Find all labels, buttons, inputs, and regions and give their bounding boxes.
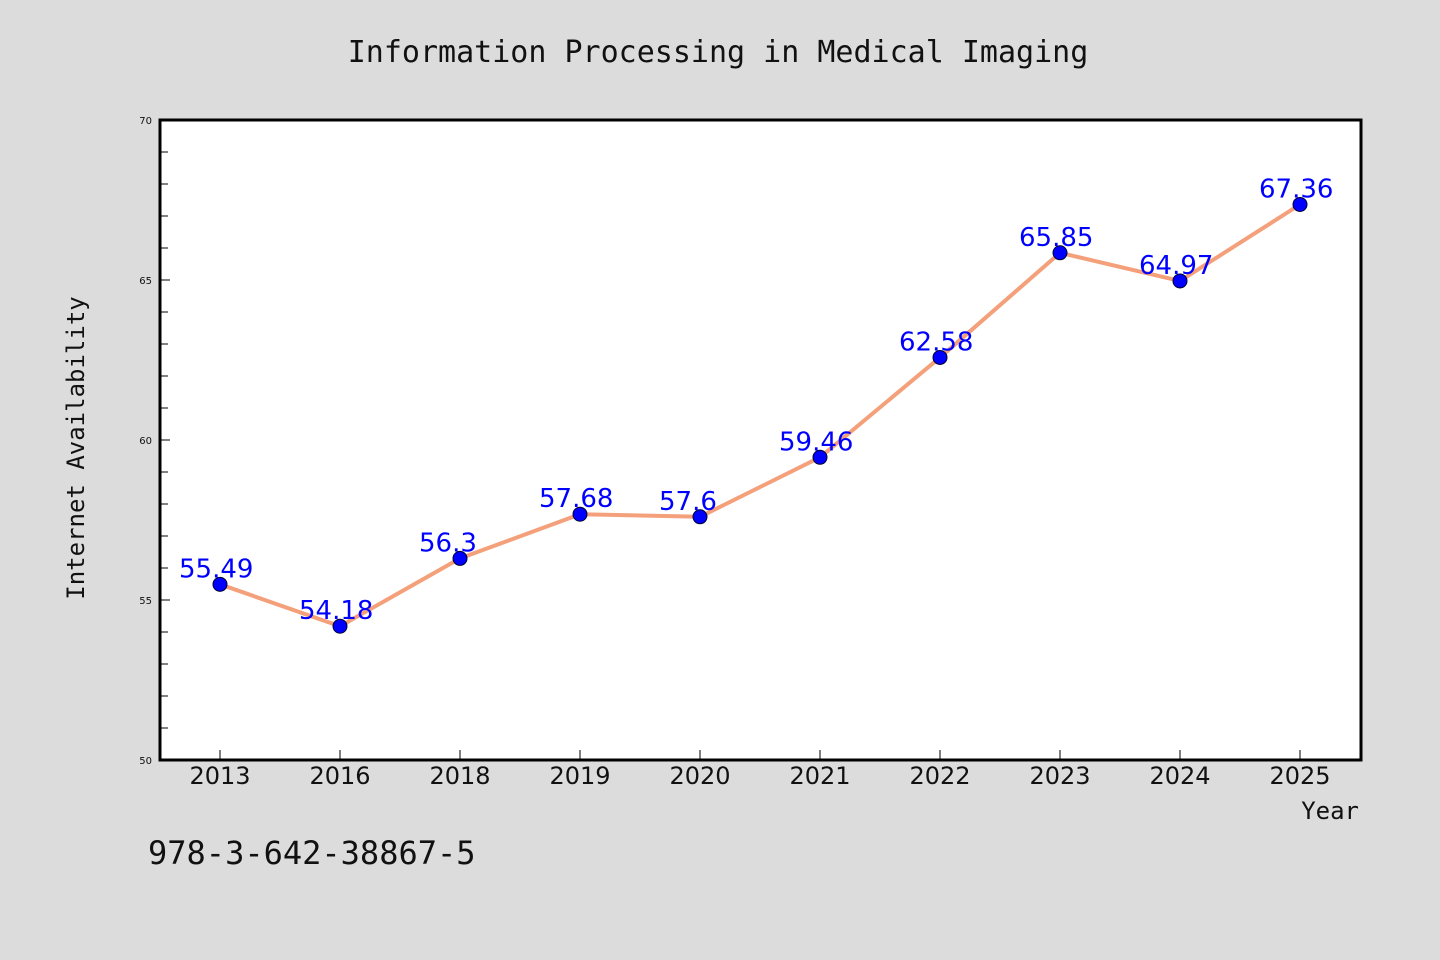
x-tick-label: 2025 [1269, 762, 1330, 790]
data-point [332, 618, 348, 634]
data-point [212, 576, 228, 592]
data-point [812, 449, 828, 465]
y-tick-label: 50 [139, 756, 152, 767]
data-point [1172, 273, 1188, 289]
data-label: 57.6 [659, 487, 717, 517]
data-point [932, 349, 948, 365]
data-point [1292, 196, 1308, 212]
x-tick-label: 2024 [1149, 762, 1210, 790]
series-group: 55.49 54.18 56.3 57.68 57.6 59.46 62.58 65.85 64… [179, 174, 1333, 634]
data-label: 59.46 [779, 427, 853, 457]
data-label: 67.36 [1259, 174, 1333, 204]
data-point [692, 509, 708, 525]
series-line [218, 202, 1302, 629]
y-tick-label: 60 [139, 436, 152, 447]
data-label: 62.58 [899, 327, 973, 357]
data-label: 56.3 [419, 528, 477, 558]
x-tick-label: 2023 [1029, 762, 1090, 790]
x-axis: 2013 2016 2018 2019 2020 2021 2022 2023 2024 2025 [189, 750, 1331, 790]
y-tick-label: 70 [139, 116, 152, 127]
x-tick-label: 2019 [549, 762, 610, 790]
x-tick-label: 2021 [789, 762, 850, 790]
data-label: 64.97 [1139, 251, 1213, 281]
data-label: 57.68 [539, 484, 613, 514]
chart-title: Information Processing in Medical Imagin… [348, 35, 1089, 70]
plot-area [158, 118, 1363, 762]
x-tick-label: 2018 [429, 762, 490, 790]
data-label: 65.85 [1019, 223, 1093, 253]
x-axis-label: Year [1301, 797, 1359, 825]
x-tick-label: 2013 [189, 762, 250, 790]
y-axis-label: Internet Availability [62, 296, 90, 599]
y-axis: 50 55 60 65 70 [139, 116, 170, 767]
data-point [452, 550, 468, 566]
data-point [1052, 245, 1068, 261]
y-tick-label: 55 [139, 596, 152, 607]
isbn-annotation: 978-3-642-38867-5 [148, 834, 476, 872]
x-tick-label: 2020 [669, 762, 730, 790]
x-tick-label: 2022 [909, 762, 970, 790]
x-tick-label: 2016 [309, 762, 370, 790]
data-point [572, 506, 588, 522]
data-label: 54.18 [299, 596, 373, 626]
y-tick-label: 65 [139, 276, 152, 287]
data-label: 55.49 [179, 554, 253, 584]
